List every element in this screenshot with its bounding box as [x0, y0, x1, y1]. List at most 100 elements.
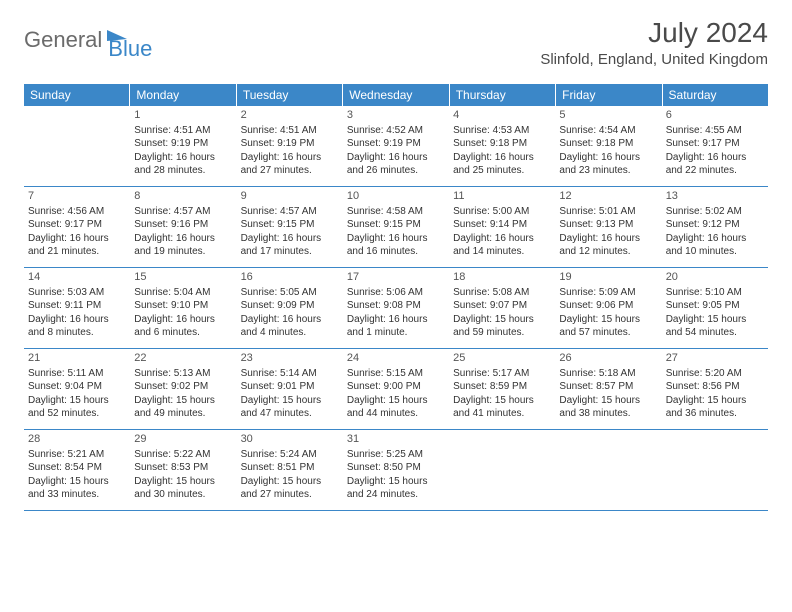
day-number: 5: [559, 108, 657, 123]
day-number: 8: [134, 189, 232, 204]
logo: General Blue: [24, 18, 152, 62]
day-number: 28: [28, 432, 126, 447]
sunrise-text: Sunrise: 5:21 AM: [28, 448, 126, 462]
daylight-text: Daylight: 16 hours and 23 minutes.: [559, 151, 657, 178]
day-header: Thursday: [450, 84, 556, 106]
sunset-text: Sunset: 9:19 PM: [347, 137, 445, 151]
sunset-text: Sunset: 9:00 PM: [347, 380, 445, 394]
day-header: Sunday: [24, 84, 130, 106]
day-number: 11: [453, 189, 551, 204]
day-cell: 3Sunrise: 4:52 AMSunset: 9:19 PMDaylight…: [343, 106, 449, 186]
day-number: 16: [241, 270, 339, 285]
week-row: 21Sunrise: 5:11 AMSunset: 9:04 PMDayligh…: [24, 349, 768, 430]
week-row: 28Sunrise: 5:21 AMSunset: 8:54 PMDayligh…: [24, 430, 768, 511]
day-number: 2: [241, 108, 339, 123]
day-number: 26: [559, 351, 657, 366]
day-cell: [555, 430, 661, 510]
day-cell: 11Sunrise: 5:00 AMSunset: 9:14 PMDayligh…: [449, 187, 555, 267]
day-cell: 7Sunrise: 4:56 AMSunset: 9:17 PMDaylight…: [24, 187, 130, 267]
day-cell: 12Sunrise: 5:01 AMSunset: 9:13 PMDayligh…: [555, 187, 661, 267]
day-number: 24: [347, 351, 445, 366]
daylight-text: Daylight: 16 hours and 4 minutes.: [241, 313, 339, 340]
sunset-text: Sunset: 9:11 PM: [28, 299, 126, 313]
sunrise-text: Sunrise: 4:51 AM: [241, 124, 339, 138]
title-block: July 2024 Slinfold, England, United King…: [540, 18, 768, 68]
day-number: 31: [347, 432, 445, 447]
sunset-text: Sunset: 8:50 PM: [347, 461, 445, 475]
day-number: 10: [347, 189, 445, 204]
day-number: 21: [28, 351, 126, 366]
sunset-text: Sunset: 9:17 PM: [28, 218, 126, 232]
day-cell: 20Sunrise: 5:10 AMSunset: 9:05 PMDayligh…: [662, 268, 768, 348]
day-number: 27: [666, 351, 764, 366]
sunrise-text: Sunrise: 5:17 AM: [453, 367, 551, 381]
sunrise-text: Sunrise: 5:06 AM: [347, 286, 445, 300]
day-cell: 24Sunrise: 5:15 AMSunset: 9:00 PMDayligh…: [343, 349, 449, 429]
sunset-text: Sunset: 9:05 PM: [666, 299, 764, 313]
day-cell: 29Sunrise: 5:22 AMSunset: 8:53 PMDayligh…: [130, 430, 236, 510]
daylight-text: Daylight: 15 hours and 47 minutes.: [241, 394, 339, 421]
day-cell: 27Sunrise: 5:20 AMSunset: 8:56 PMDayligh…: [662, 349, 768, 429]
day-cell: [662, 430, 768, 510]
day-number: 6: [666, 108, 764, 123]
daylight-text: Daylight: 15 hours and 41 minutes.: [453, 394, 551, 421]
week-row: 7Sunrise: 4:56 AMSunset: 9:17 PMDaylight…: [24, 187, 768, 268]
day-number: 13: [666, 189, 764, 204]
sunrise-text: Sunrise: 5:05 AM: [241, 286, 339, 300]
day-number: 1: [134, 108, 232, 123]
day-cell: 4Sunrise: 4:53 AMSunset: 9:18 PMDaylight…: [449, 106, 555, 186]
day-number: 23: [241, 351, 339, 366]
day-header: Friday: [556, 84, 662, 106]
day-number: 19: [559, 270, 657, 285]
day-number: 30: [241, 432, 339, 447]
daylight-text: Daylight: 16 hours and 12 minutes.: [559, 232, 657, 259]
sunrise-text: Sunrise: 5:22 AM: [134, 448, 232, 462]
sunrise-text: Sunrise: 5:13 AM: [134, 367, 232, 381]
sunset-text: Sunset: 9:15 PM: [241, 218, 339, 232]
sunrise-text: Sunrise: 4:53 AM: [453, 124, 551, 138]
sunset-text: Sunset: 9:13 PM: [559, 218, 657, 232]
sunset-text: Sunset: 8:51 PM: [241, 461, 339, 475]
daylight-text: Daylight: 15 hours and 54 minutes.: [666, 313, 764, 340]
sunset-text: Sunset: 8:54 PM: [28, 461, 126, 475]
sunrise-text: Sunrise: 5:09 AM: [559, 286, 657, 300]
sunrise-text: Sunrise: 5:01 AM: [559, 205, 657, 219]
sunrise-text: Sunrise: 4:58 AM: [347, 205, 445, 219]
sunrise-text: Sunrise: 5:04 AM: [134, 286, 232, 300]
day-number: 18: [453, 270, 551, 285]
sunset-text: Sunset: 9:12 PM: [666, 218, 764, 232]
sunrise-text: Sunrise: 5:18 AM: [559, 367, 657, 381]
day-cell: 10Sunrise: 4:58 AMSunset: 9:15 PMDayligh…: [343, 187, 449, 267]
daylight-text: Daylight: 15 hours and 27 minutes.: [241, 475, 339, 502]
sunrise-text: Sunrise: 4:57 AM: [241, 205, 339, 219]
sunset-text: Sunset: 9:17 PM: [666, 137, 764, 151]
daylight-text: Daylight: 15 hours and 52 minutes.: [28, 394, 126, 421]
day-header: Tuesday: [237, 84, 343, 106]
daylight-text: Daylight: 15 hours and 33 minutes.: [28, 475, 126, 502]
daylight-text: Daylight: 15 hours and 59 minutes.: [453, 313, 551, 340]
daylight-text: Daylight: 16 hours and 14 minutes.: [453, 232, 551, 259]
logo-text-general: General: [24, 27, 102, 53]
sunrise-text: Sunrise: 5:14 AM: [241, 367, 339, 381]
sunset-text: Sunset: 9:10 PM: [134, 299, 232, 313]
day-cell: 30Sunrise: 5:24 AMSunset: 8:51 PMDayligh…: [237, 430, 343, 510]
daylight-text: Daylight: 15 hours and 24 minutes.: [347, 475, 445, 502]
day-cell: 18Sunrise: 5:08 AMSunset: 9:07 PMDayligh…: [449, 268, 555, 348]
day-cell: 14Sunrise: 5:03 AMSunset: 9:11 PMDayligh…: [24, 268, 130, 348]
sunrise-text: Sunrise: 4:56 AM: [28, 205, 126, 219]
day-cell: 8Sunrise: 4:57 AMSunset: 9:16 PMDaylight…: [130, 187, 236, 267]
sunrise-text: Sunrise: 4:57 AM: [134, 205, 232, 219]
sunrise-text: Sunrise: 5:25 AM: [347, 448, 445, 462]
week-row: 1Sunrise: 4:51 AMSunset: 9:19 PMDaylight…: [24, 106, 768, 187]
day-cell: 1Sunrise: 4:51 AMSunset: 9:19 PMDaylight…: [130, 106, 236, 186]
week-row: 14Sunrise: 5:03 AMSunset: 9:11 PMDayligh…: [24, 268, 768, 349]
daylight-text: Daylight: 16 hours and 26 minutes.: [347, 151, 445, 178]
day-cell: 6Sunrise: 4:55 AMSunset: 9:17 PMDaylight…: [662, 106, 768, 186]
daylight-text: Daylight: 16 hours and 1 minute.: [347, 313, 445, 340]
day-number: 9: [241, 189, 339, 204]
daylight-text: Daylight: 15 hours and 30 minutes.: [134, 475, 232, 502]
sunset-text: Sunset: 9:08 PM: [347, 299, 445, 313]
daylight-text: Daylight: 15 hours and 36 minutes.: [666, 394, 764, 421]
daylight-text: Daylight: 16 hours and 6 minutes.: [134, 313, 232, 340]
sunset-text: Sunset: 9:15 PM: [347, 218, 445, 232]
